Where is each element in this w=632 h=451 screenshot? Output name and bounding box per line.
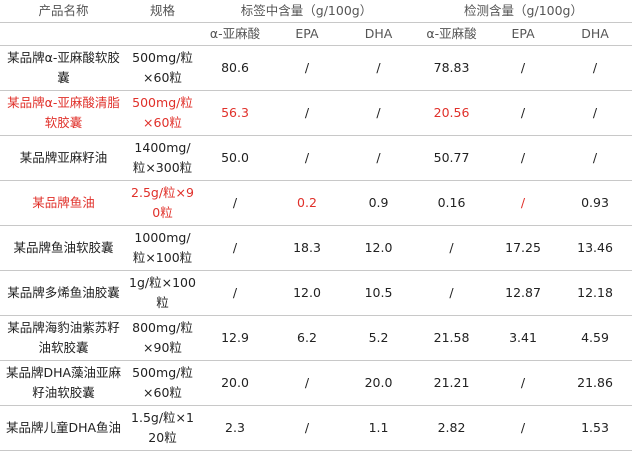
table-row: 某品牌亚麻籽油 1400mg/粒×300粒 50.0//50.77// <box>0 135 632 181</box>
table-cell: 1.53 <box>558 405 632 451</box>
table-cell: 12.9 <box>198 315 272 361</box>
table-cell: / <box>198 225 272 271</box>
table-cell: 12.0 <box>342 225 416 271</box>
table-cell: / <box>415 225 489 271</box>
table-cell: 50.77 <box>415 135 489 181</box>
table-row: 某品牌α-亚麻酸清脂软胶囊 500mg/粒×60粒 56.3//20.56// <box>0 90 632 136</box>
table-cell: / <box>488 45 559 91</box>
table-cell: / <box>488 180 559 226</box>
table-cell: 3.41 <box>488 315 559 361</box>
table-cell: 某品牌儿童DHA鱼油 <box>0 405 127 451</box>
table-cell: 某品牌α-亚麻酸软胶囊 <box>0 45 127 91</box>
table-cell: / <box>342 90 416 136</box>
table-cell: / <box>272 360 342 406</box>
table-row: 某品牌鱼油 2.5g/粒×90粒/0.2 0.9 0.16/0.93 <box>0 180 632 226</box>
table-cell: 某品牌鱼油 <box>0 180 127 226</box>
table-cell: / <box>198 180 272 226</box>
table-cell: 1000mg/粒×100粒 <box>127 225 198 271</box>
table-row: 某品牌儿童DHA鱼油 1.5g/粒×120粒 2.3/1.1 2.82/1.53 <box>0 405 632 451</box>
table-cell: 某品牌鱼油软胶囊 <box>0 225 127 271</box>
table-cell: / <box>342 45 416 91</box>
table-cell: 0.9 <box>342 180 416 226</box>
table-cell: 500mg/粒×60粒 <box>127 90 198 136</box>
header-cell: DHA <box>558 22 632 46</box>
table-cell: 6.2 <box>272 315 342 361</box>
table-cell: 500mg/粒×60粒 <box>127 360 198 406</box>
header-cell: 规格 <box>127 0 198 23</box>
table-row: 某品牌α-亚麻酸软胶囊 500mg/粒×60粒 80.6//78.83// <box>0 45 632 91</box>
header-cell: EPA <box>488 22 559 46</box>
table-row: 某品牌多烯鱼油胶囊 1g/粒×100粒/12.0 10.5/12.87 12.18 <box>0 270 632 316</box>
table-cell: 2.82 <box>415 405 489 451</box>
table-cell: 21.58 <box>415 315 489 361</box>
table-cell: 50.0 <box>198 135 272 181</box>
table-cell: 21.21 <box>415 360 489 406</box>
table-cell: 56.3 <box>198 90 272 136</box>
header-cell <box>0 22 127 46</box>
table-cell: 某品牌亚麻籽油 <box>0 135 127 181</box>
table-cell: 1400mg/粒×300粒 <box>127 135 198 181</box>
table-row: 某品牌DHA藻油亚麻籽油软胶囊 500mg/粒×60粒 20.0/20.0 21.21… <box>0 360 632 406</box>
table-cell: 某品牌海豹油紫苏籽油软胶囊 <box>0 315 127 361</box>
table-cell: 5.2 <box>342 315 416 361</box>
table-cell: 1.1 <box>342 405 416 451</box>
table-cell: 20.56 <box>415 90 489 136</box>
header-group: 标签中含量（g/100g） <box>198 0 416 23</box>
table-cell: 20.0 <box>198 360 272 406</box>
table-cell: 80.6 <box>198 45 272 91</box>
table-cell: 0.16 <box>415 180 489 226</box>
table-cell: 12.0 <box>272 270 342 316</box>
table-cell: / <box>558 135 632 181</box>
table-cell: / <box>558 90 632 136</box>
header-cell: α-亚麻酸 <box>198 22 272 46</box>
header-cell: EPA <box>272 22 342 46</box>
table-cell: 18.3 <box>272 225 342 271</box>
table-cell: 某品牌多烯鱼油胶囊 <box>0 270 127 316</box>
table-cell: / <box>272 90 342 136</box>
table-cell: 78.83 <box>415 45 489 91</box>
table-row: 某品牌海豹油紫苏籽油软胶囊 800mg/粒×90粒 12.9 6.2 5.2 21.58 3… <box>0 315 632 361</box>
table-cell: / <box>558 45 632 91</box>
header-group: 检测含量（g/100g） <box>415 0 632 23</box>
table-cell: 21.86 <box>558 360 632 406</box>
table-cell: 500mg/粒×60粒 <box>127 45 198 91</box>
table-cell: / <box>488 360 559 406</box>
table-cell: 2.3 <box>198 405 272 451</box>
table-cell: 0.93 <box>558 180 632 226</box>
table-cell: / <box>272 405 342 451</box>
table-body: 某品牌α-亚麻酸软胶囊 500mg/粒×60粒 80.6//78.83// 某品牌α-… <box>0 45 632 451</box>
table-cell: / <box>198 270 272 316</box>
table-cell: / <box>488 135 559 181</box>
table-cell: 10.5 <box>342 270 416 316</box>
table-cell: / <box>272 45 342 91</box>
table-cell: 12.18 <box>558 270 632 316</box>
header-cell <box>127 22 198 46</box>
table-cell: 12.87 <box>488 270 559 316</box>
table-cell: 1g/粒×100粒 <box>127 270 198 316</box>
table-cell: 20.0 <box>342 360 416 406</box>
table-header: 产品名称 规格 标签中含量（g/100g） 检测含量（g/100g） α-亚麻酸… <box>0 0 632 46</box>
header-cell: DHA <box>342 22 416 46</box>
table-row: 某品牌鱼油软胶囊 1000mg/粒×100粒/18.3 12.0/17.25 13.4… <box>0 225 632 271</box>
table-cell: / <box>342 135 416 181</box>
table-cell: 某品牌DHA藻油亚麻籽油软胶囊 <box>0 360 127 406</box>
table-cell: 2.5g/粒×90粒 <box>127 180 198 226</box>
table-cell: / <box>415 270 489 316</box>
table-cell: / <box>272 135 342 181</box>
header-cell: 产品名称 <box>0 0 127 23</box>
table-cell: 13.46 <box>558 225 632 271</box>
table-cell: 4.59 <box>558 315 632 361</box>
table-cell: 0.2 <box>272 180 342 226</box>
table-cell: 某品牌α-亚麻酸清脂软胶囊 <box>0 90 127 136</box>
table-cell: 1.5g/粒×120粒 <box>127 405 198 451</box>
table-cell: 17.25 <box>488 225 559 271</box>
table-cell: 800mg/粒×90粒 <box>127 315 198 361</box>
header-cell: α-亚麻酸 <box>415 22 489 46</box>
table-cell: / <box>488 90 559 136</box>
table-cell: / <box>488 405 559 451</box>
